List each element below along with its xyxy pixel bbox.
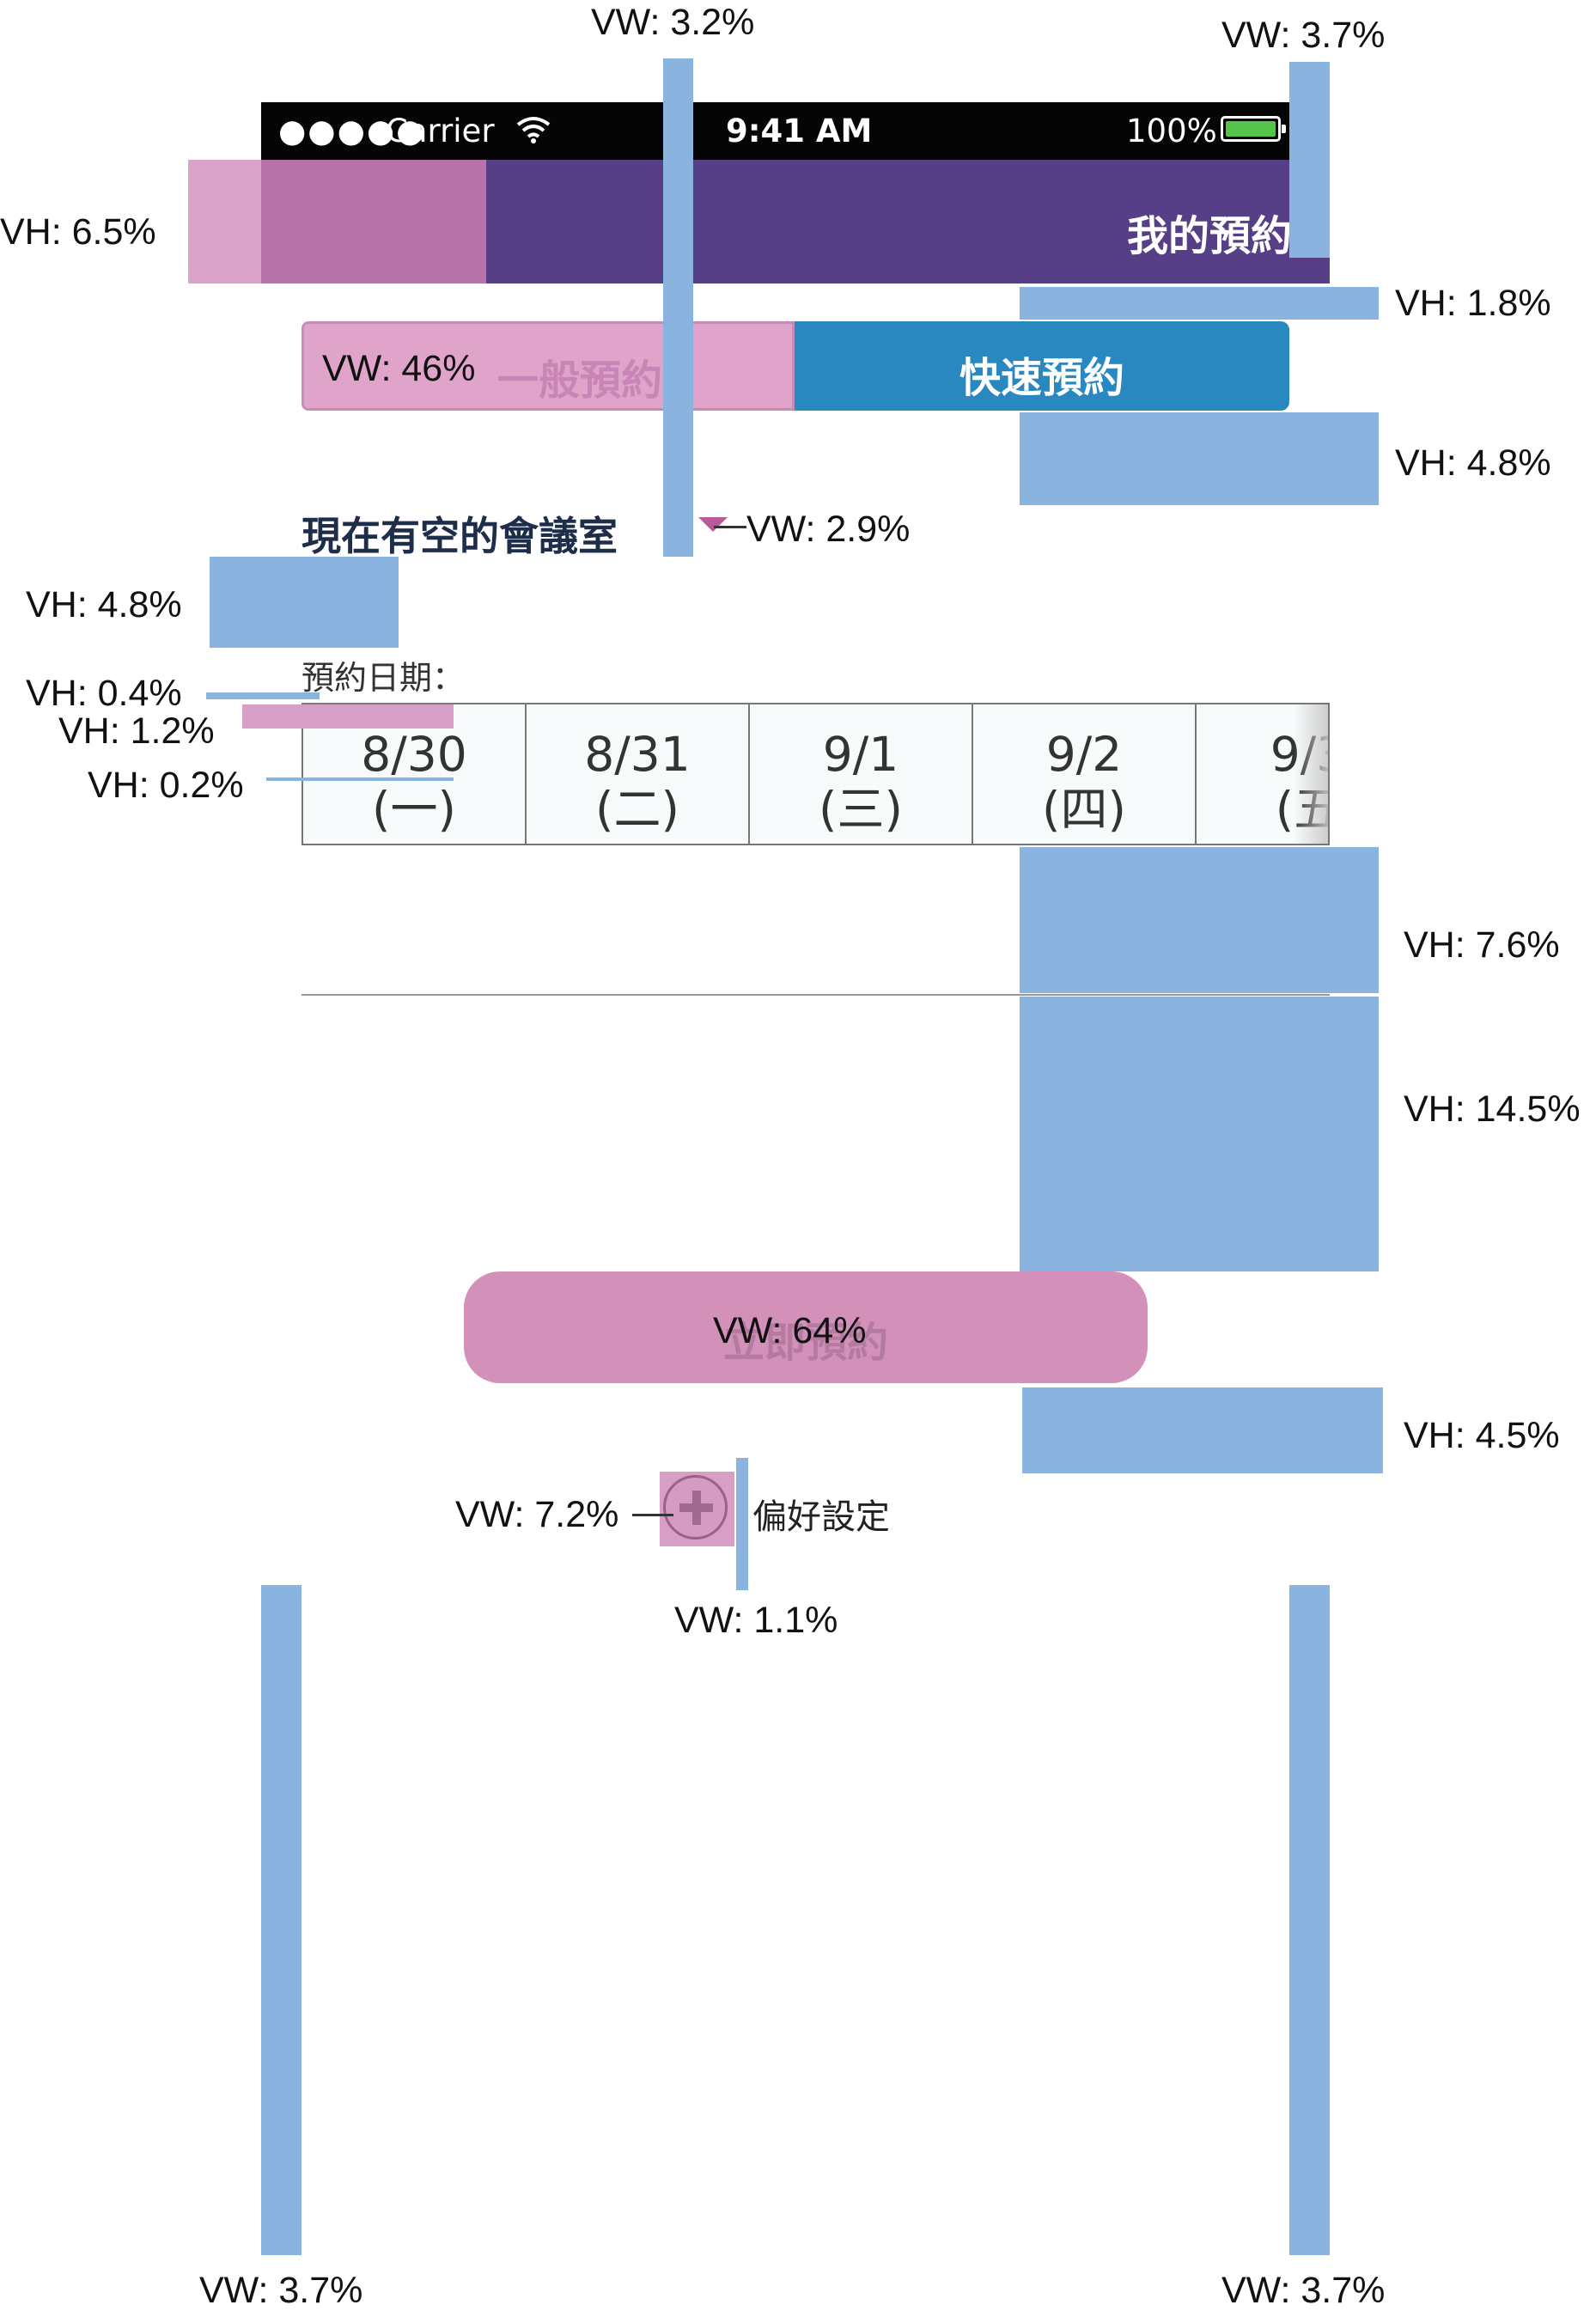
date-value: 8/30 [361,727,467,782]
annotation-label: VH: 1.8% [1395,283,1551,324]
divider [302,994,1330,996]
annotation-label: VW: 3.7% [1221,15,1386,56]
annotation-label: VH: 4.8% [1395,442,1551,484]
section-title: 現在有空的會議室 [302,513,618,559]
annotation-label: VH: 0.4% [26,673,182,714]
signal-icon: ●●●●● [278,113,426,149]
spacing-guide [1020,412,1379,505]
date-option[interactable]: 9/1 (三) [750,704,973,844]
battery-percent: 100% [1126,113,1217,149]
margin-guide [188,160,261,284]
date-value: 8/31 [584,727,691,782]
annotation-label: VW: 3.7% [1221,2270,1386,2311]
annotation-label: VW: 1.1% [674,1600,838,1641]
preferences-link[interactable]: 偏好設定 [752,1497,890,1537]
weekday-value: (三) [819,782,903,837]
carrier-label: Carrier [386,113,495,149]
battery-icon [1221,116,1286,142]
tab-general-label: 一般預約 [497,357,663,405]
tab-quick-label: 快速預約 [959,354,1124,402]
date-option[interactable]: 8/30 (一) [303,704,527,844]
spacing-guide [1020,997,1379,1271]
spacing-guide [1289,1585,1330,2255]
spacing-guide [663,58,693,557]
date-option[interactable]: 8/31 (二) [527,704,750,844]
date-picker: 8/30 (一) 8/31 (二) 9/1 (三) 9/2 (四) 9/3 (五 [302,703,1330,845]
plus-icon-bar [692,1491,701,1525]
annotation-label: VH: 1.2% [58,710,215,752]
book-now-label: 立即預約 [722,1319,888,1367]
leader-line [632,1514,673,1516]
spacing-guide [266,777,454,781]
annotation-label: VW: 46% [322,348,476,389]
spacing-guide [210,557,399,648]
weekday-value: (四) [1042,782,1126,837]
annotation-label: VW: 64% [713,1310,867,1351]
book-now-button[interactable]: 立即預約 [464,1271,1148,1383]
spacing-guide [1022,1387,1383,1473]
leader-line [714,526,746,528]
status-bar: ●●●●● Carrier 9:41 AM 100% [261,102,1330,160]
annotation-label: VH: 7.6% [1404,924,1560,966]
booking-date-label: 預約日期： [302,659,466,697]
date-value: 9/2 [1045,727,1123,782]
annotation-label: VH: 6.5% [0,211,156,253]
chevron-down-icon[interactable] [698,517,728,532]
annotation-label: VW: 2.9% [746,509,911,550]
weekday-value: (二) [595,782,679,837]
weekday-value: (一) [372,782,456,837]
annotation-label: VW: 7.2% [455,1494,619,1535]
annotation-label: VH: 4.8% [26,584,182,625]
spacing-guide [1020,847,1379,993]
spacing-guide [242,704,454,729]
annotation-label: VW: 3.2% [591,2,755,43]
spacing-guide [261,1585,302,2255]
date-option[interactable]: 9/2 (四) [973,704,1197,844]
status-time: 9:41 AM [726,113,873,149]
margin-guide [261,160,486,284]
scroll-fade [1294,704,1328,844]
spacing-guide [736,1458,748,1590]
annotation-label: VH: 14.5% [1404,1088,1581,1130]
spacing-guide [206,692,320,699]
annotation-label: VW: 3.7% [199,2270,363,2311]
spacing-guide [1020,287,1379,320]
wifi-icon [516,117,551,143]
annotation-label: VH: 0.2% [88,765,244,806]
date-value: 9/1 [822,727,899,782]
annotation-label: VH: 4.5% [1404,1415,1560,1456]
page-title: 我的預約 [1126,212,1292,260]
tab-general-booking[interactable]: 一般預約 [302,321,795,411]
tab-quick-booking[interactable]: 快速預約 [795,321,1289,411]
spacing-guide [1289,62,1330,258]
